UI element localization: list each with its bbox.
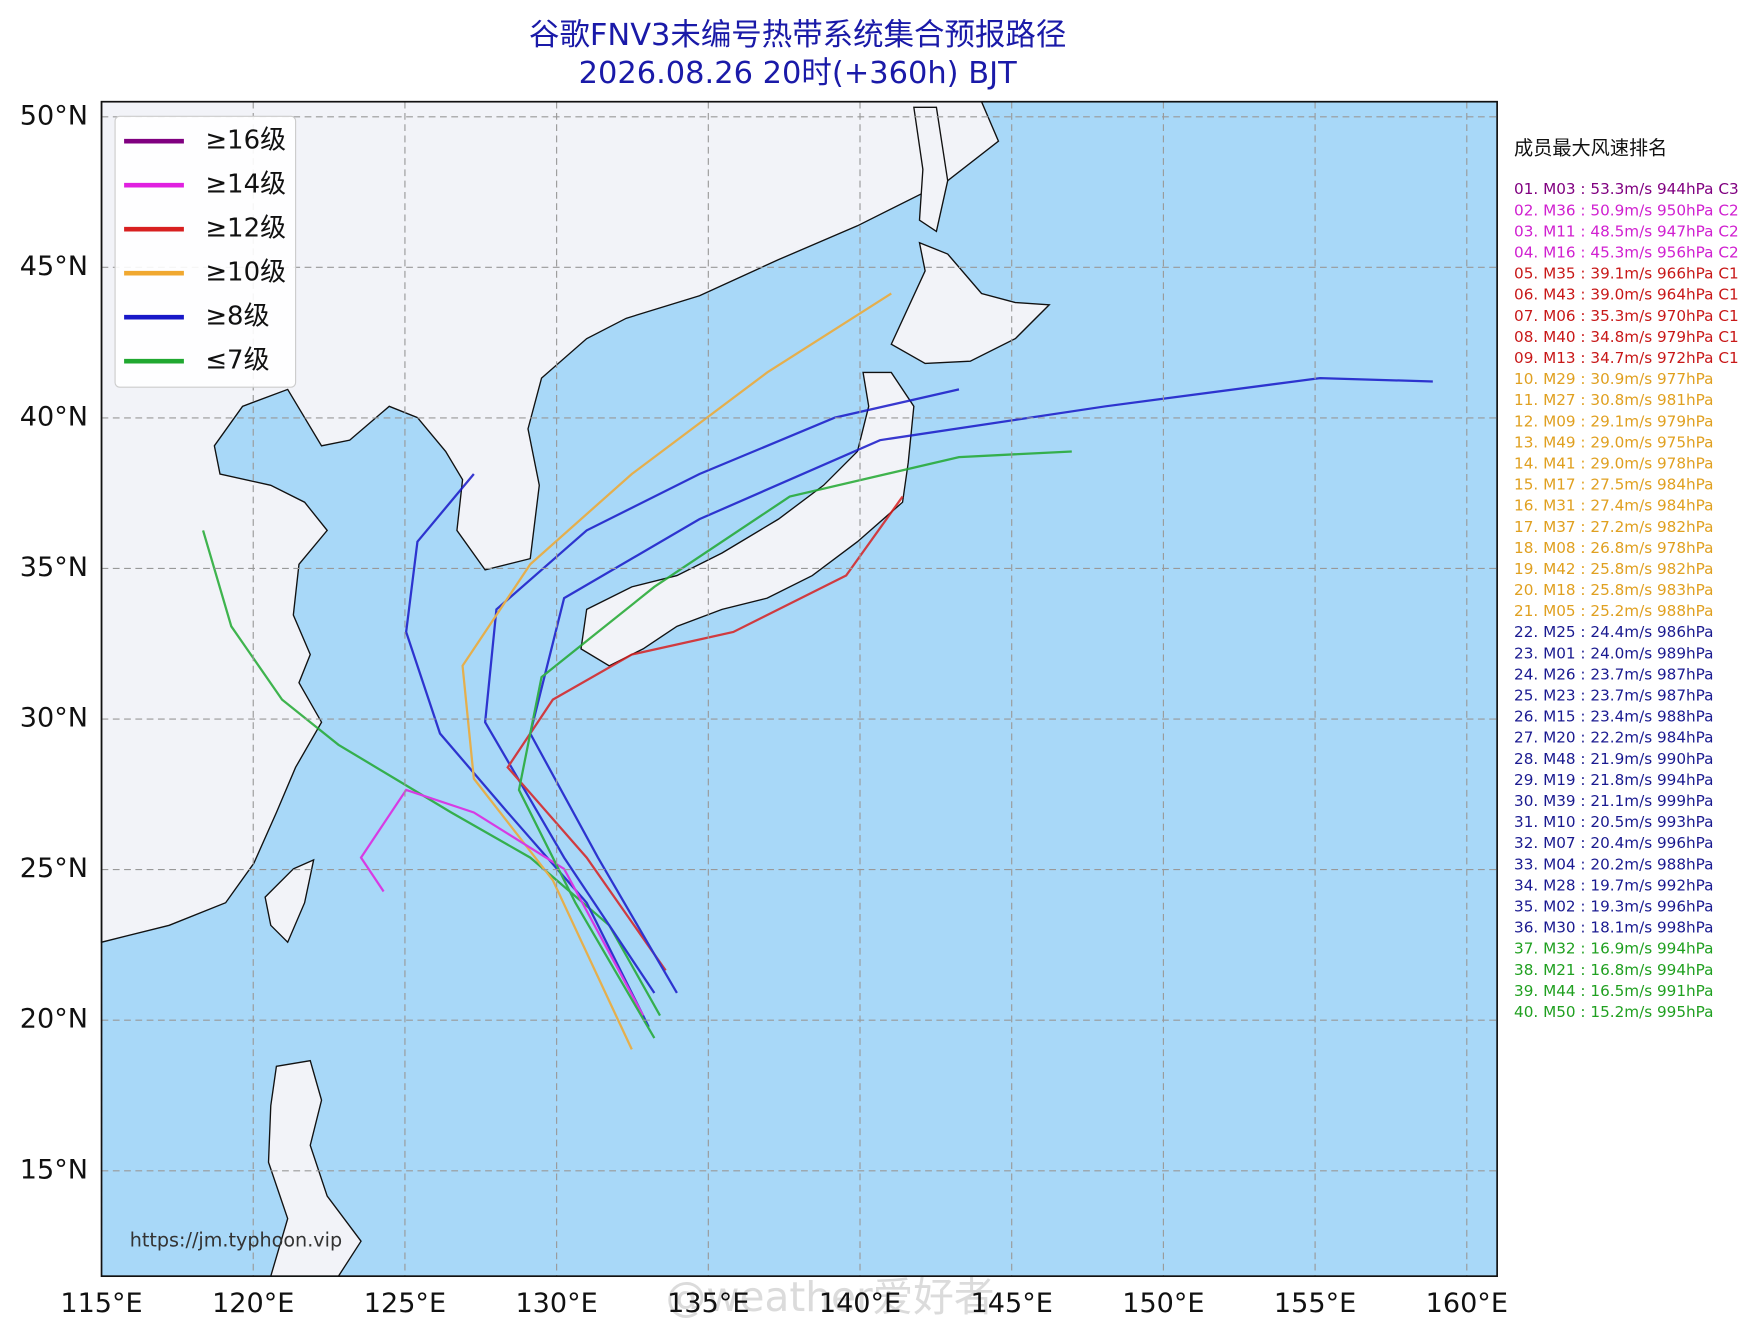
- ranking-entry: 36. M30 : 18.1m/s 998hPa: [1514, 919, 1713, 937]
- ranking-entry: 32. M07 : 20.4m/s 996hPa: [1514, 834, 1713, 852]
- watermark: @weather爱好者: [666, 1273, 995, 1321]
- ranking-entry: 10. M29 : 30.9m/s 977hPa: [1514, 370, 1713, 388]
- ranking-entry: 15. M17 : 27.5m/s 984hPa: [1514, 476, 1713, 494]
- ranking-entry: 25. M23 : 23.7m/s 987hPa: [1514, 687, 1713, 705]
- ranking-entry: 30. M39 : 21.1m/s 999hPa: [1514, 792, 1713, 810]
- ranking-entry: 37. M32 : 16.9m/s 994hPa: [1514, 940, 1713, 958]
- source-url: https://jm.typhoon.vip: [130, 1229, 342, 1252]
- y-tick-label: 40°N: [20, 401, 88, 432]
- x-tick-label: 155°E: [1274, 1288, 1356, 1319]
- legend-label: ≤7级: [205, 346, 269, 376]
- legend-label: ≥10级: [205, 258, 286, 288]
- legend-label: ≥12级: [205, 214, 286, 244]
- y-tick-label: 45°N: [20, 251, 88, 282]
- ranking-entry: 11. M27 : 30.8m/s 981hPa: [1514, 391, 1713, 409]
- mainland: [100, 101, 1000, 944]
- ranking-entry: 19. M42 : 25.8m/s 982hPa: [1514, 560, 1713, 578]
- ranking-entry: 33. M04 : 20.2m/s 988hPa: [1514, 855, 1713, 873]
- ranking-entry: 35. M02 : 19.3m/s 996hPa: [1514, 898, 1713, 916]
- ranking-entry: 20. M18 : 25.8m/s 983hPa: [1514, 581, 1713, 599]
- ranking-entry: 17. M37 : 27.2m/s 982hPa: [1514, 518, 1713, 536]
- ranking-entry: 27. M20 : 22.2m/s 984hPa: [1514, 729, 1713, 747]
- ranking-entry: 24. M26 : 23.7m/s 987hPa: [1514, 665, 1713, 683]
- hokkaido: [890, 241, 1051, 365]
- x-tick-label: 140°E: [819, 1288, 901, 1319]
- ranking-entry: 34. M28 : 19.7m/s 992hPa: [1514, 876, 1713, 894]
- ranking-entry: 07. M06 : 35.3m/s 970hPa C1: [1514, 307, 1739, 325]
- y-tick-label: 20°N: [20, 1004, 88, 1035]
- title-line: 2026.08.26 20时(+360h) BJT: [579, 56, 1018, 91]
- ranking-entry: 18. M08 : 26.8m/s 978hPa: [1514, 539, 1713, 557]
- ranking-entry: 03. M11 : 48.5m/s 947hPa C2: [1514, 222, 1739, 240]
- ranking-entry: 21. M05 : 25.2m/s 988hPa: [1514, 602, 1713, 620]
- title-line: 谷歌FNV3未编号热带系统集合预报路径: [529, 18, 1066, 53]
- track: [483, 388, 960, 994]
- tracks: [201, 292, 1433, 1050]
- legend-label: ≥16级: [205, 126, 286, 156]
- track: [517, 450, 1072, 1039]
- ranking-entry: 29. M19 : 21.8m/s 994hPa: [1514, 771, 1713, 789]
- ranking-entry: 40. M50 : 15.2m/s 995hPa: [1514, 1003, 1713, 1021]
- y-tick-label: 15°N: [20, 1154, 88, 1185]
- x-tick-label: 135°E: [667, 1288, 749, 1319]
- ranking-entry: 22. M25 : 24.4m/s 986hPa: [1514, 623, 1713, 641]
- x-tick-label: 125°E: [364, 1288, 446, 1319]
- x-tick-label: 130°E: [515, 1288, 597, 1319]
- taiwan: [264, 858, 315, 944]
- y-tick-label: 30°N: [20, 703, 88, 734]
- ranking-entry: 08. M40 : 34.8m/s 979hPa C1: [1514, 328, 1739, 346]
- ranking-entry: 31. M10 : 20.5m/s 993hPa: [1514, 813, 1713, 831]
- x-tick-label: 145°E: [971, 1288, 1053, 1319]
- x-tick-label: 150°E: [1122, 1288, 1204, 1319]
- land: [100, 101, 1051, 1277]
- ranking-title: 成员最大风速排名: [1514, 137, 1667, 160]
- track: [529, 376, 1433, 994]
- track: [506, 495, 904, 972]
- x-tick-label: 120°E: [212, 1288, 294, 1319]
- ranking-entry: 06. M43 : 39.0m/s 964hPa C1: [1514, 286, 1739, 304]
- ranking-entry: 39. M44 : 16.5m/s 991hPa: [1514, 982, 1713, 1000]
- y-tick-label: 25°N: [20, 853, 88, 884]
- ranking-entry: 26. M15 : 23.4m/s 988hPa: [1514, 708, 1713, 726]
- x-tick-label: 115°E: [60, 1288, 142, 1319]
- ranking-entry: 02. M36 : 50.9m/s 950hPa C2: [1514, 201, 1739, 219]
- track: [461, 292, 892, 1050]
- ranking-entry: 04. M16 : 45.3m/s 956hPa C2: [1514, 243, 1739, 261]
- legend-label: ≥14级: [205, 170, 286, 200]
- sakhalin: [913, 106, 949, 233]
- ranking-entry: 01. M03 : 53.3m/s 944hPa C3: [1514, 180, 1739, 198]
- track: [359, 788, 645, 1017]
- x-tick-label: 160°E: [1426, 1288, 1508, 1319]
- y-tick-label: 35°N: [20, 552, 88, 583]
- ranking-entry: 13. M49 : 29.0m/s 975hPa: [1514, 433, 1713, 451]
- map-frame: [100, 100, 1498, 1278]
- ranking-entry: 23. M01 : 24.0m/s 989hPa: [1514, 644, 1713, 662]
- ranking-entry: 09. M13 : 34.7m/s 972hPa C1: [1514, 349, 1739, 367]
- philippines: [267, 1059, 362, 1277]
- ranking-entry: 14. M41 : 29.0m/s 978hPa: [1514, 454, 1713, 472]
- ranking-entry: 05. M35 : 39.1m/s 966hPa C1: [1514, 265, 1739, 283]
- ranking-entry: 28. M48 : 21.9m/s 990hPa: [1514, 750, 1713, 768]
- y-tick-label: 50°N: [20, 100, 88, 131]
- ranking-entry: 12. M09 : 29.1m/s 979hPa: [1514, 412, 1713, 430]
- track: [405, 473, 650, 1028]
- ranking-entry: 38. M21 : 16.8m/s 994hPa: [1514, 961, 1713, 979]
- ranking-entry: 16. M31 : 27.4m/s 984hPa: [1514, 497, 1713, 515]
- legend-label: ≥8级: [205, 302, 269, 332]
